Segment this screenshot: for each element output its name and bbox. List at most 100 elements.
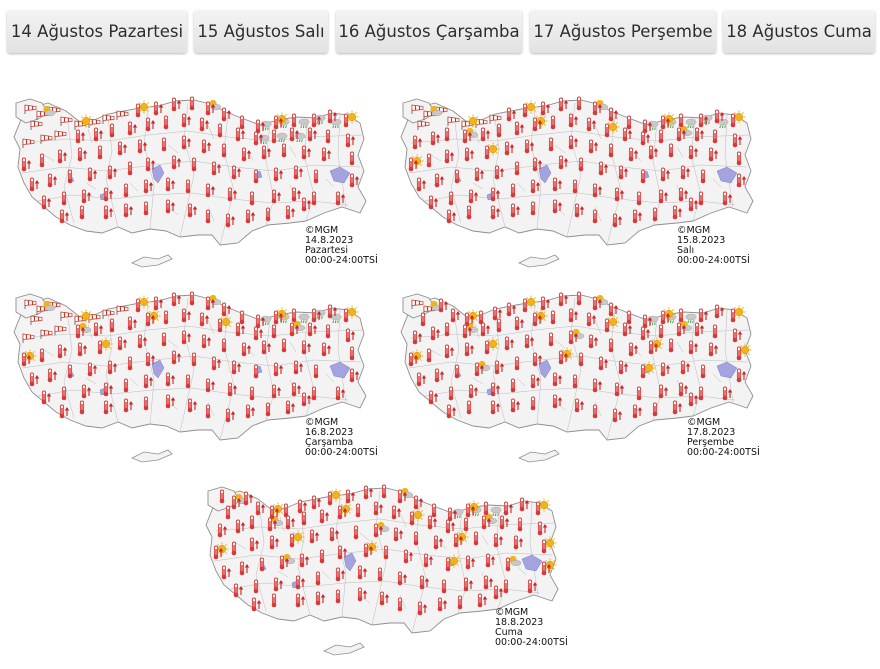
thermometer-icon — [636, 191, 642, 206]
thermometer-icon — [614, 187, 620, 202]
temperature-rise-arrow-icon — [210, 299, 216, 308]
temperature-rise-arrow-icon — [238, 586, 244, 595]
temperature-rise-arrow-icon — [449, 347, 455, 356]
sunny-icon — [466, 114, 480, 128]
thermometer-icon — [261, 340, 267, 355]
rain-cloud-icon — [330, 313, 342, 324]
temperature-rise-arrow-icon — [524, 500, 530, 509]
temperature-rise-arrow-icon — [443, 301, 449, 310]
temperature-rise-arrow-icon — [216, 359, 222, 368]
thermometer-icon — [291, 187, 297, 202]
temperature-rise-arrow-icon — [647, 317, 653, 326]
thermometer-icon — [506, 107, 512, 122]
thermometer-icon — [736, 173, 742, 188]
temperature-rise-arrow-icon — [693, 148, 699, 157]
thermometer-icon — [441, 579, 447, 594]
temperature-rise-arrow-icon — [236, 168, 242, 177]
thermometer-icon — [79, 400, 85, 415]
thermometer-icon — [688, 145, 694, 160]
temperature-rise-arrow-icon — [683, 190, 689, 199]
thermometer-icon — [524, 139, 530, 154]
thermometer-icon — [295, 593, 301, 608]
thermometer-icon — [199, 312, 205, 327]
thermometer-icon — [107, 165, 113, 180]
temperature-rise-arrow-icon — [653, 148, 659, 157]
temperature-rise-arrow-icon — [542, 524, 548, 533]
thermometer-icon — [181, 330, 187, 345]
tab-16-august[interactable]: 16 Ağustos Çarşamba — [336, 10, 522, 53]
thermometer-icon — [530, 396, 536, 411]
temperature-rise-arrow-icon — [495, 208, 501, 217]
temperature-rise-arrow-icon — [699, 325, 705, 334]
province-border — [277, 534, 527, 580]
tab-17-august[interactable]: 17 Ağustos Perşembe — [530, 10, 716, 53]
thermometer-icon — [201, 334, 207, 349]
thermometer-icon — [532, 117, 538, 132]
thermometer-icon — [483, 575, 489, 590]
thermometer-icon — [416, 177, 422, 192]
temperature-rise-arrow-icon — [665, 170, 671, 179]
temperature-rise-arrow-icon — [258, 134, 264, 143]
temperature-rise-arrow-icon — [222, 526, 228, 535]
thermometer-icon — [558, 97, 564, 112]
temperature-rise-arrow-icon — [204, 315, 210, 324]
thermometer-icon — [301, 145, 307, 160]
temperature-rise-arrow-icon — [290, 403, 296, 412]
thermometer-icon — [568, 135, 574, 150]
temperature-rise-arrow-icon — [699, 130, 705, 139]
thermometer-icon — [672, 400, 678, 415]
temperature-rise-arrow-icon — [342, 508, 348, 517]
thermometer-icon — [211, 356, 217, 371]
temperature-rise-arrow-icon — [490, 556, 496, 565]
temperature-rise-arrow-icon — [677, 208, 683, 217]
temperature-rise-arrow-icon — [240, 522, 246, 531]
thermometer-icon — [93, 322, 99, 337]
thermometer-icon — [430, 131, 436, 146]
thermometer-icon — [201, 139, 207, 154]
temperature-rise-arrow-icon — [511, 110, 517, 119]
thermometer-icon — [103, 205, 109, 220]
temperature-rise-arrow-icon — [683, 385, 689, 394]
temperature-rise-arrow-icon — [236, 498, 242, 507]
thermometer-icon — [123, 203, 129, 218]
thermometer-icon — [510, 183, 516, 198]
windsock-icon — [423, 305, 436, 315]
temperature-rise-arrow-icon — [52, 371, 58, 380]
thermometer-icon — [550, 115, 556, 130]
thermometer-icon — [658, 129, 664, 144]
province-border — [724, 114, 734, 208]
tab-15-august[interactable]: 15 Ağustos Salı — [194, 10, 328, 53]
thermometer-icon — [219, 489, 225, 504]
temperature-rise-arrow-icon — [479, 365, 485, 374]
thermometer-icon — [608, 107, 614, 122]
tab-18-august[interactable]: 18 Ağustos Cuma — [723, 10, 875, 53]
temperature-rise-arrow-icon — [451, 407, 457, 416]
thermometer-icon — [221, 565, 227, 580]
thermometer-icon — [408, 352, 414, 367]
thermometer-icon — [379, 591, 385, 606]
windsock-icon — [30, 120, 43, 130]
cyprus-island — [131, 254, 173, 268]
temperature-rise-arrow-icon — [563, 100, 569, 109]
forecast-map-16-august: ©MGM 16.8.2023 Çarşamba 00:00-24:00TSİ — [8, 290, 378, 470]
thermometer-icon — [363, 485, 369, 500]
tab-14-august[interactable]: 14 Ağustos Pazartesi — [7, 10, 187, 53]
thermometer-icon — [468, 384, 474, 399]
temperature-rise-arrow-icon — [298, 363, 304, 372]
temperature-rise-arrow-icon — [122, 144, 128, 153]
turkey-map-svg — [13, 96, 367, 268]
thermometer-icon — [572, 179, 578, 194]
province-border — [23, 325, 363, 339]
thermometer-icon — [93, 127, 99, 142]
thermometer-icon — [97, 145, 103, 160]
temperature-rise-arrow-icon — [617, 216, 623, 225]
temperature-rise-arrow-icon — [633, 150, 639, 159]
temperature-rise-arrow-icon — [619, 190, 625, 199]
temperature-rise-arrow-icon — [240, 325, 246, 334]
thermometer-icon — [239, 115, 245, 130]
thermometer-icon — [652, 402, 658, 417]
thermometer-icon — [145, 352, 151, 367]
thermometer-icon — [153, 296, 159, 311]
thermometer-icon — [648, 340, 654, 355]
thermometer-icon — [289, 127, 295, 142]
